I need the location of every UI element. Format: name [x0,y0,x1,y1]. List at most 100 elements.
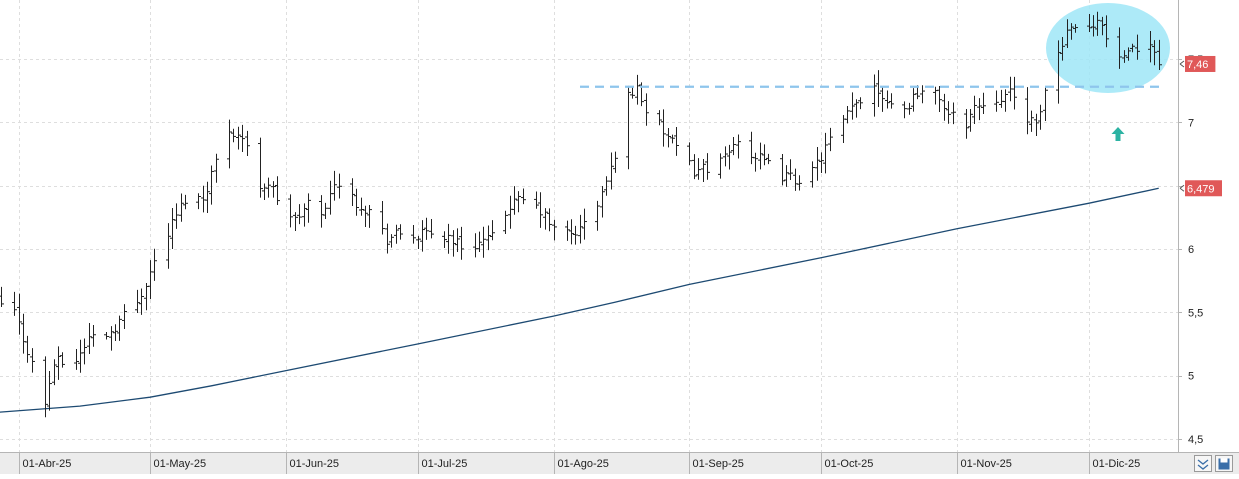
y-tick-label: 5 [1188,371,1194,383]
ohlc-bar [1029,110,1034,132]
ohlc-bar [288,194,293,228]
ohlc-bar [174,203,179,229]
ohlc-bar [885,90,890,109]
ohlc-bar [595,200,600,231]
ohlc-bar [674,126,679,156]
ohlc-bar [823,132,828,174]
ohlc-bar [144,283,149,311]
ohlc-bar [87,323,92,354]
ohlc-bar [1034,113,1039,136]
ohlc-bar [907,102,912,115]
ohlc-bar [354,188,359,216]
ohlc-bar [723,146,728,167]
ohlc-bar [933,86,938,105]
ohlc-bar [363,205,368,228]
ohlc-bar [201,185,206,213]
ohlc-bar [828,127,833,152]
ohlc-bar [398,224,403,240]
ohlc-bar [1025,87,1030,135]
ohlc-bar [297,204,302,225]
ohlc-bar [512,186,517,215]
ohlc-bar [999,89,1004,108]
ohlc-bar [951,102,956,125]
ohlc-bar [302,203,307,227]
ohlc-bar [490,220,495,241]
ohlc-bar [319,195,324,228]
ohlc-bar [547,208,552,232]
ohlc-bar [1100,16,1105,36]
x-tick-label: 01-Nov-25 [961,458,1012,470]
ohlc-bar [1095,11,1100,36]
ohlc-bar [104,332,109,340]
ohlc-bar [1148,30,1153,63]
x-tick-label: 01-Ago-25 [558,458,609,470]
ohlc-bar [1104,15,1109,48]
ohlc-bar [670,134,675,144]
collapse-button[interactable] [1194,455,1212,472]
ohlc-bar [687,142,692,166]
ohlc-bar [1043,86,1048,122]
ohlc-bar [205,181,210,214]
save-button[interactable] [1215,455,1233,472]
ohlc-bar [209,165,214,205]
ohlc-bar [258,137,263,198]
x-tick-label: 01-Sep-25 [693,458,744,470]
ohlc-bar [749,131,754,165]
ohlc-bar [718,153,723,179]
ohlc-bar [981,92,986,114]
ohlc-bar [609,152,614,190]
ohlc-bar [731,136,736,156]
ohlc-bar [964,109,969,139]
ohlc-bar [394,224,399,244]
highlight-ellipse [1046,3,1170,93]
ohlc-bar [389,234,394,248]
ohlc-bar [819,152,824,173]
ohlc-bar [920,85,925,104]
double-chevron-down-icon[interactable] [1197,459,1209,470]
ohlc-bar [30,348,35,373]
ohlc-bar [797,175,802,191]
ohlc-bar [1056,40,1061,104]
ohlc-bar [793,168,798,191]
ohlc-bar [1073,24,1078,33]
ohlc-bar [573,225,578,245]
ohlc-bar [424,217,429,240]
grid-lines [0,0,1178,452]
ohlc-bar [1038,104,1043,130]
ohlc-bar [780,154,785,186]
ohlc-bar [1091,15,1096,37]
y-tick-label: 6 [1188,244,1194,256]
ohlc-bar [122,304,127,329]
floppy-label[interactable] [1220,458,1228,463]
ohlc-bar [152,248,157,281]
x-tick-label: 01-Abr-25 [23,458,72,470]
ohlc-bar [880,86,885,112]
ohlc-bar [872,74,877,117]
ohlc-bar [600,186,605,218]
ohlc-bar [516,191,521,213]
ohlc-bar [902,101,907,119]
ohlc-bar [139,288,144,315]
moving-average-badge-bg [1185,180,1222,197]
ohlc-bar [705,153,710,180]
ohlc-bar [578,214,583,244]
ohlc-bar [1130,43,1135,53]
ohlc-bar [758,142,763,170]
floppy-disk-icon[interactable] [1218,458,1230,470]
ohlc-bar [293,212,298,231]
ohlc-bar [753,152,758,172]
ohlc-bar [166,223,171,269]
ohlc-bar [148,260,153,300]
ohlc-bar [666,127,671,148]
ohlc-bar [644,93,649,126]
ohlc-bar [12,291,17,316]
ohlc-bar [766,153,771,165]
ohlc-bar [854,99,859,118]
ohlc-bar [582,208,587,240]
last-price-badge-pointer [1179,60,1185,68]
ohlc-bar [60,352,65,368]
ohlc-bar [508,195,513,229]
ohlc-bar [359,197,364,216]
ohlc-bar [47,371,52,411]
